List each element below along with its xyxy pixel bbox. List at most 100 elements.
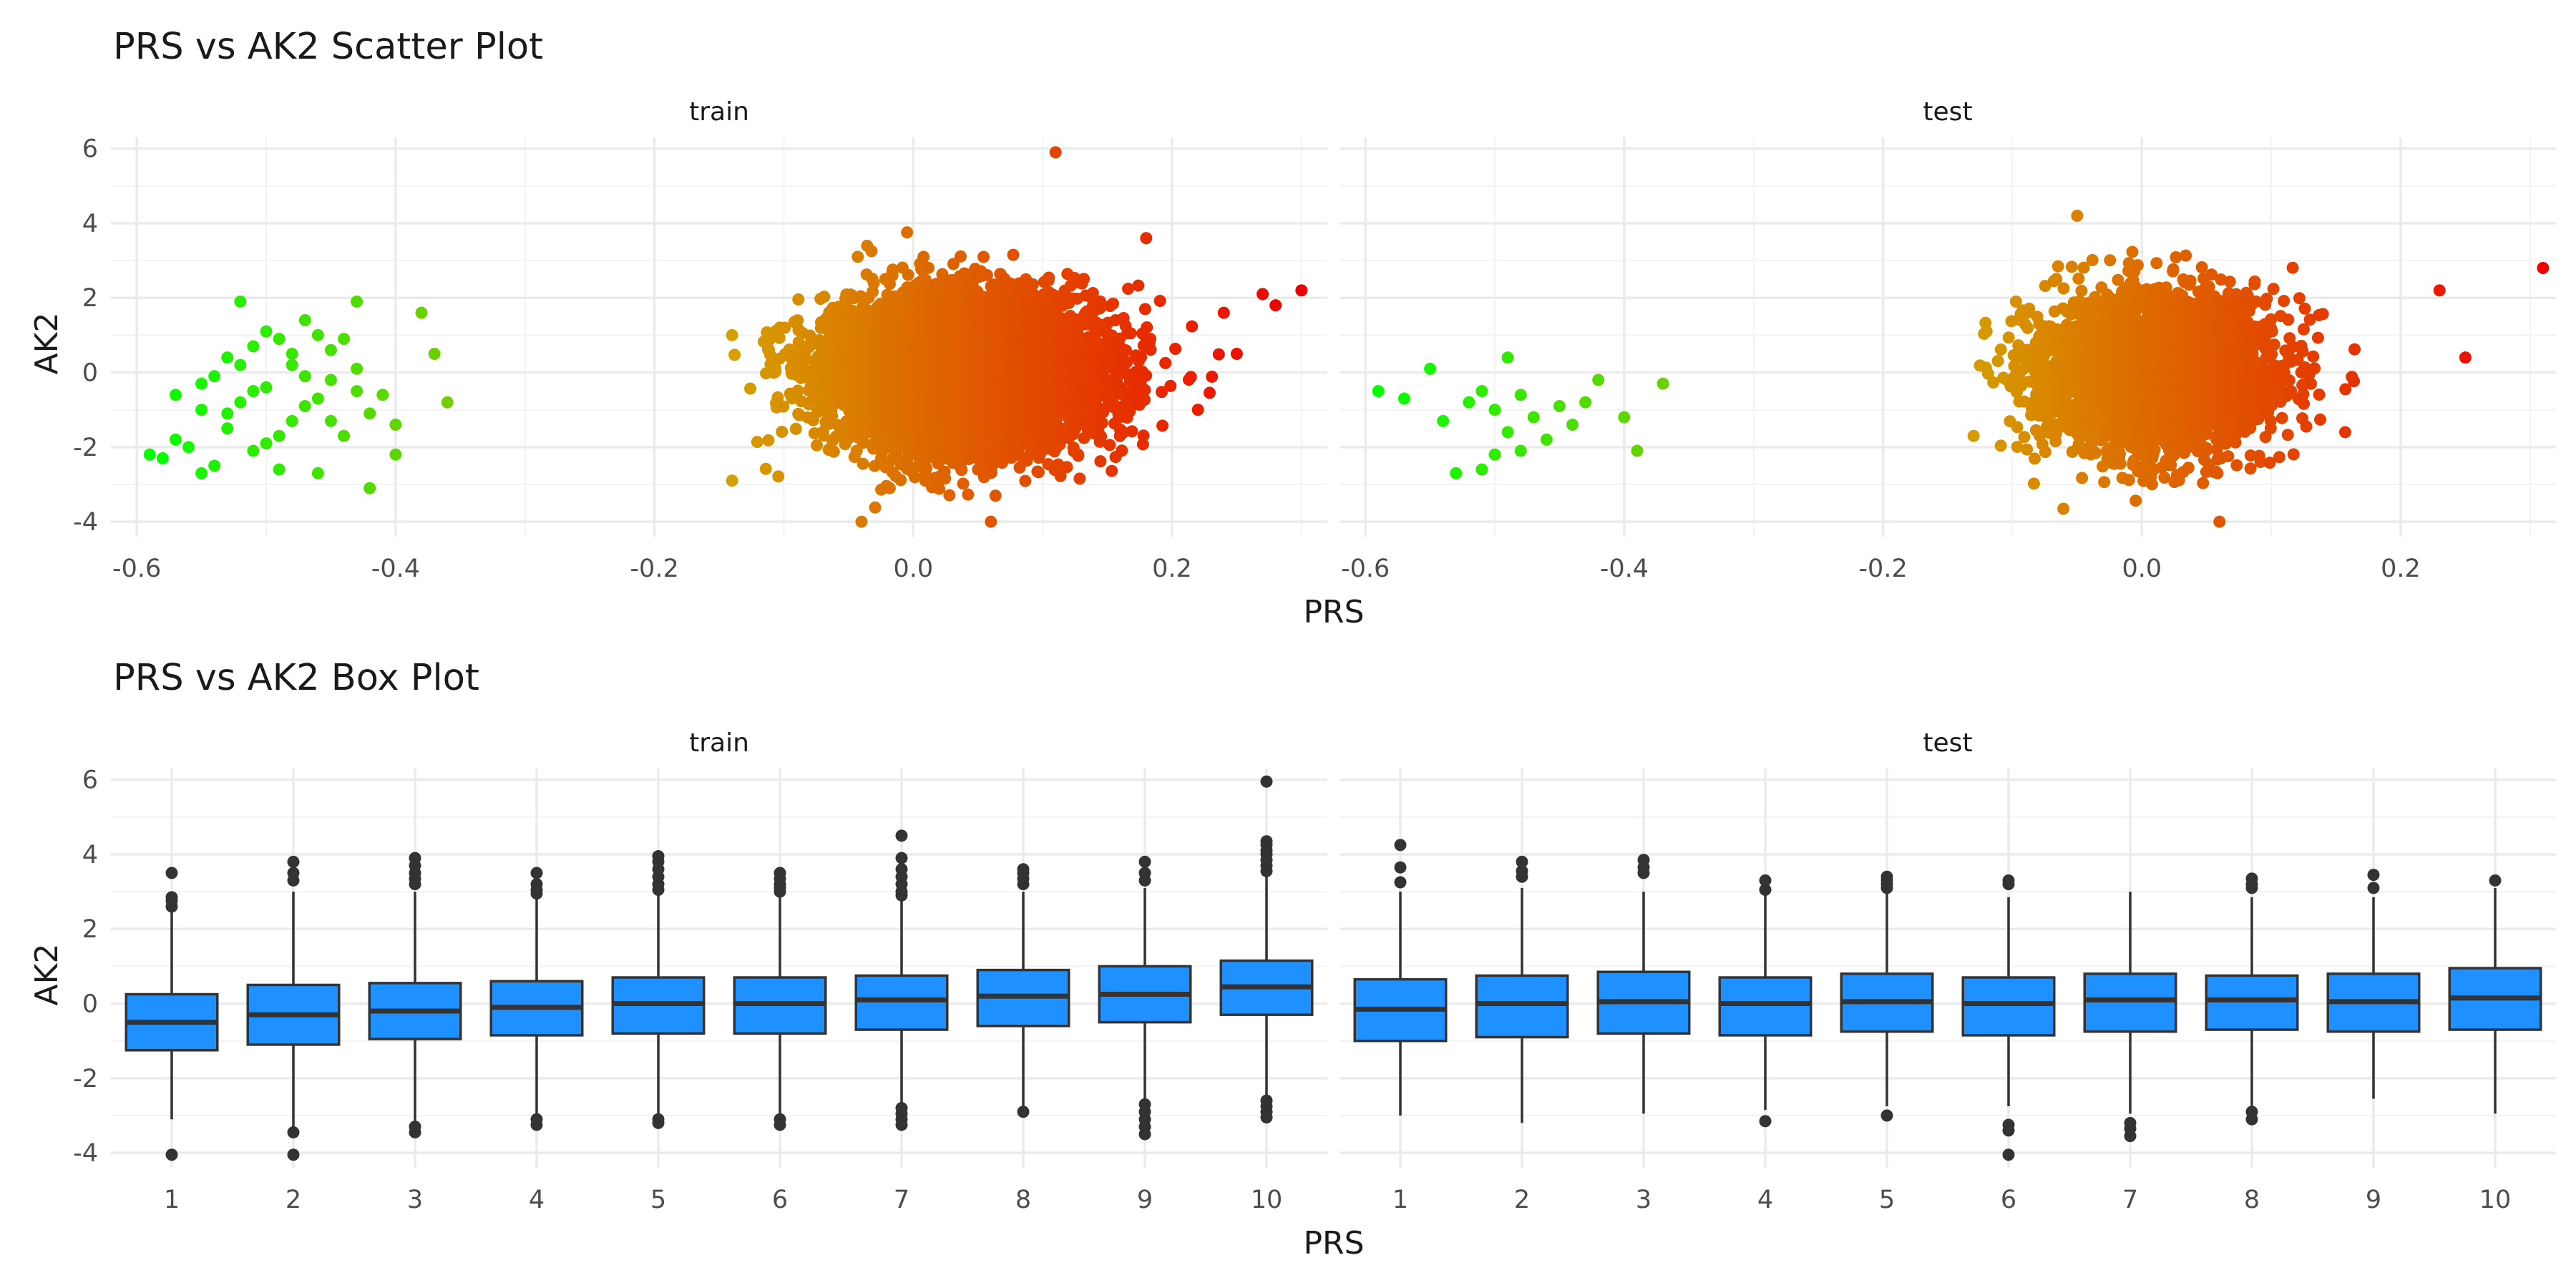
scatter-point [827,445,840,458]
scatter-point [298,370,311,383]
scatter-point [762,434,775,447]
scatter-point [273,429,286,442]
scatter-point [744,382,757,395]
scatter-point [955,464,968,477]
scatter-point [779,321,791,334]
scatter-point [195,377,208,390]
scatter-point [389,448,402,461]
scatter-point [909,471,922,484]
scatter-point [894,474,907,487]
scatter-point [759,462,772,475]
scatter-point [338,333,351,346]
scatter-point [169,433,182,446]
scatter-point [857,457,869,470]
scatter-point [221,422,234,435]
scatter-point [311,467,324,479]
scatter-point [169,389,182,401]
scatter-point [247,385,260,398]
scatter-point [867,277,880,290]
scatter-point [195,404,208,416]
scatter-point [772,470,785,483]
scatter-point [143,448,156,461]
scatter-point [273,463,286,476]
scatter-point [273,333,286,346]
scatter-point [324,343,337,356]
scatter-point [286,347,298,360]
scatter-point [989,489,1002,502]
scatter-point [751,436,763,449]
scatter-point [364,407,376,420]
scatter-point [869,501,882,514]
scatter-point [939,472,952,485]
scatter-point [415,306,428,319]
scatter-point [943,489,956,502]
scatter-point [311,328,324,341]
scatter-point [247,340,260,353]
scatter-point [922,261,935,274]
scatter-point [792,336,805,348]
scatter-point [776,425,789,438]
scatter-point [826,409,839,422]
scatter-point [817,429,830,442]
scatter-strip-test: test [1923,97,1972,127]
scatter-point [221,407,234,420]
scatter-point [234,295,247,308]
scatter-point [221,351,234,364]
scatter-point [763,348,776,361]
scatter-point [954,250,967,263]
scatter-point [799,353,812,366]
scatter-point [208,370,221,383]
scatter-point [260,381,273,394]
scatter-point [763,333,776,346]
scatter-point [811,439,824,452]
scatter-point [933,482,946,495]
scatter-point [247,444,260,457]
scatter-point [852,250,864,263]
scatter-point [260,325,273,338]
scatter-point [771,391,784,404]
scatter-point [324,374,337,386]
scatter-point [208,459,221,472]
scatter-point [351,295,364,308]
scatter-point [428,347,441,360]
scatter-point [441,396,454,409]
scatter-point [773,331,786,344]
scatter-point [792,293,805,306]
scatter-point [769,362,782,375]
scatter-title: PRS vs AK2 Scatter Plot [113,26,543,68]
scatter-point [324,414,337,427]
scatter-point [286,414,298,427]
scatter-point [234,358,247,371]
scatter-point [791,314,804,327]
scatter-point [311,392,324,405]
scatter-point [977,250,990,263]
scatter-point [917,250,930,263]
scatter-point [777,400,790,413]
scatter-point [883,482,896,494]
scatter-point [376,389,389,401]
scatter-point [364,482,376,494]
scatter-point [902,268,914,281]
scatter-point [351,362,364,375]
scatter-point [789,422,802,435]
scatter-point [351,385,364,398]
scatter-point [901,226,914,239]
scatter-point [818,291,831,303]
scatter-point [791,384,804,397]
scatter-point [957,477,970,490]
scatter-point [286,358,298,371]
scatter-point [298,399,311,412]
scatter-point [728,348,741,361]
scatter-point [260,437,273,450]
scatter-point [865,245,878,258]
scatter-point [234,396,247,409]
scatter-point [298,314,311,327]
scatter-point [338,429,351,442]
scatter-point [962,488,975,501]
scatter-point [195,467,208,479]
scatter-strip-train: train [689,97,749,127]
scatter-point [156,452,169,464]
